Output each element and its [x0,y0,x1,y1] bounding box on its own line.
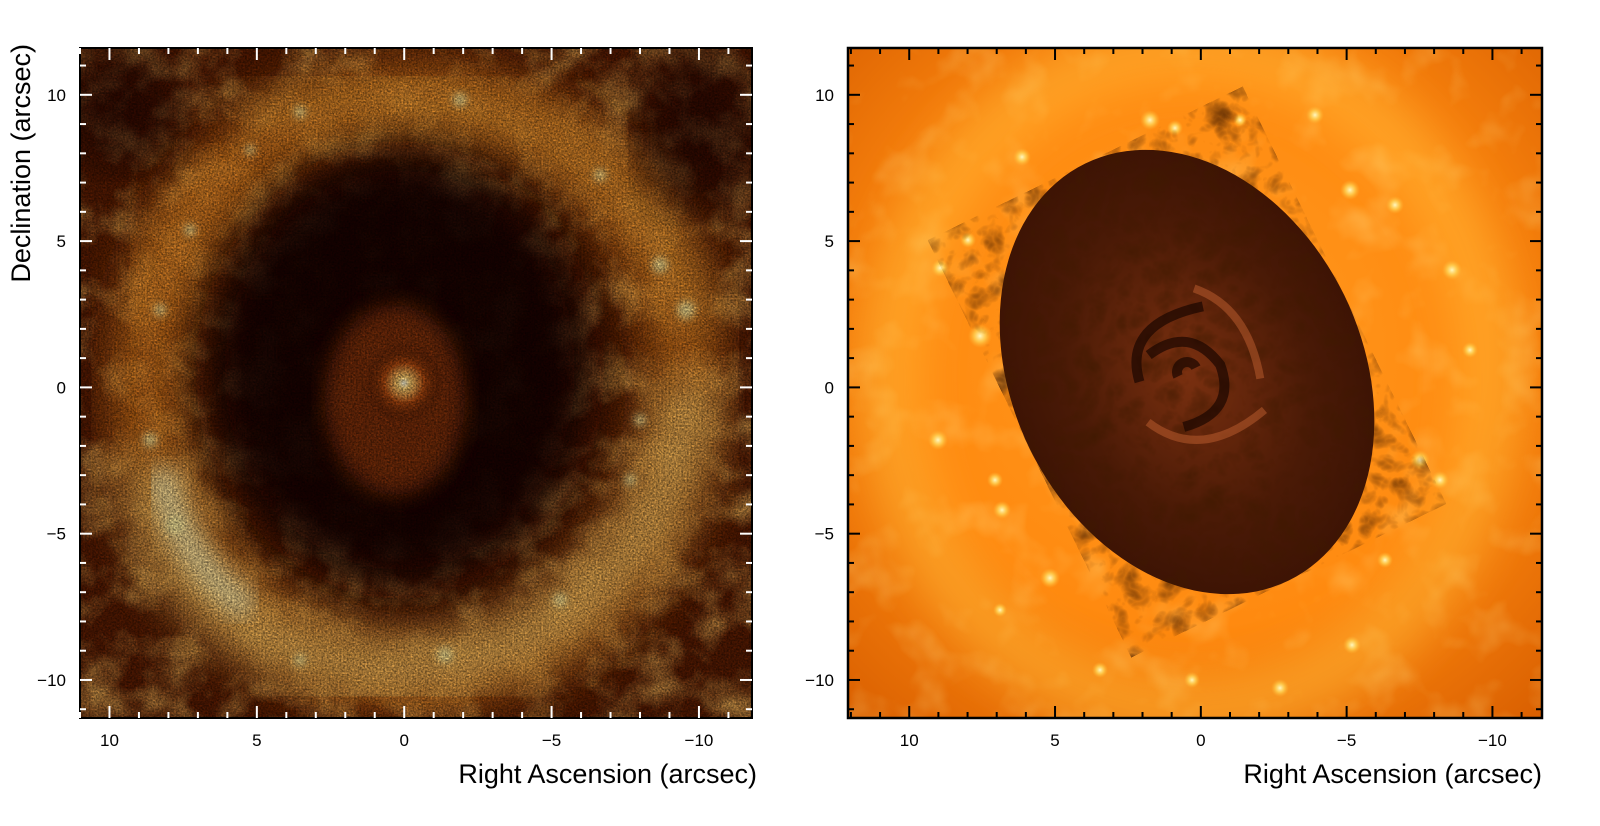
left-x-tick-label: −10 [685,731,714,750]
right-panel: 10 5 0 −5 −10 10 5 0 −5 −10 Right Ascension (arc… [805,46,1544,789]
right-y-tick-labels: 10 5 0 −5 −10 [805,86,834,690]
left-y-tick-label: 10 [47,86,66,105]
left-panel-frame [79,47,753,719]
left-y-tick-labels: 10 5 0 −5 −10 [37,86,66,690]
right-y-tick-label: 5 [825,232,834,251]
right-y-tick-label: −10 [805,671,834,690]
right-x-tick-label: −5 [1337,731,1356,750]
left-y-axis-title: Declination (arcsec) [6,44,36,283]
left-x-tick-labels: 10 5 0 −5 −10 [100,731,713,750]
right-y-tick-label: −5 [815,525,834,544]
right-panel-image [848,48,1542,718]
left-x-tick-label: 0 [399,731,408,750]
right-x-tick-label: 0 [1196,731,1205,750]
left-y-tick-label: 5 [57,232,66,251]
left-y-tick-label: 0 [57,378,66,397]
left-x-tick-label: −5 [542,731,561,750]
right-y-tick-label: 10 [815,86,834,105]
left-x-tick-label: 5 [252,731,261,750]
right-x-tick-label: 5 [1050,731,1059,750]
left-y-tick-label: −10 [37,671,66,690]
left-y-tick-label: −5 [47,525,66,544]
right-x-axis-title: Right Ascension (arcsec) [1243,759,1542,789]
left-axis-ticks [79,48,752,718]
right-x-tick-label: 10 [900,731,919,750]
left-x-axis-title: Right Ascension (arcsec) [458,759,757,789]
right-axis-ticks [848,48,1542,718]
right-y-tick-label: 0 [825,378,834,397]
residual-oval [999,149,1375,595]
right-panel-frame [846,46,1544,720]
left-x-tick-label: 10 [100,731,119,750]
right-x-tick-label: −10 [1478,731,1507,750]
left-panel-image [80,48,752,718]
left-panel: 10 5 0 −5 −10 10 5 0 −5 −10 Right Ascension (arc… [6,44,757,789]
right-x-tick-labels: 10 5 0 −5 −10 [900,731,1507,750]
